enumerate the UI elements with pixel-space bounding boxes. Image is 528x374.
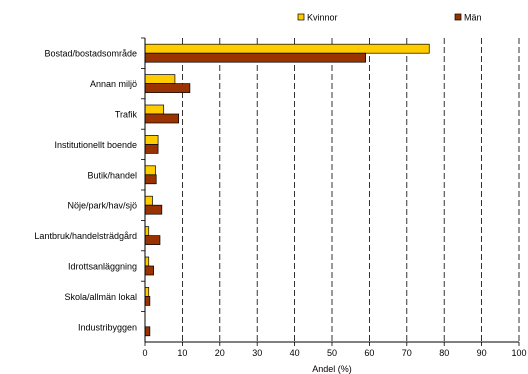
bar-man	[144, 326, 151, 337]
category-label: Lantbruk/handelsträdgård	[34, 231, 137, 241]
bar-man	[144, 83, 191, 93]
bar-kvinnor	[144, 74, 176, 84]
bar-kvinnor	[144, 256, 150, 267]
legend: Kvinnor Män	[297, 13, 482, 23]
category-label: Institutionellt boende	[54, 140, 137, 150]
bar-man	[144, 144, 159, 154]
x-axis-title: Andel (%)	[312, 364, 352, 374]
bar-man	[144, 204, 163, 215]
bar-kvinnor	[144, 104, 165, 115]
x-tick-label: 90	[477, 348, 487, 358]
x-tick-label: 40	[290, 348, 300, 358]
bar-kvinnor	[144, 287, 150, 297]
bar-man	[144, 113, 180, 124]
bar-man	[144, 52, 367, 63]
category-label: Bostad/bostadsområde	[44, 49, 137, 59]
x-tick-label: 20	[215, 348, 225, 358]
bar-man	[144, 296, 151, 306]
x-tick-label: 80	[439, 348, 449, 358]
bar-kvinnor	[144, 195, 153, 206]
legend-label: Kvinnor	[307, 13, 338, 23]
category-label: Annan miljö	[90, 79, 137, 89]
gridlines	[181, 38, 520, 342]
legend-swatch	[454, 13, 462, 21]
category-label: Trafik	[115, 110, 138, 120]
legend-label: Män	[464, 13, 482, 23]
x-tick-label: 0	[142, 348, 147, 358]
axes	[141, 37, 520, 346]
bar-kvinnor	[144, 226, 150, 236]
bar-kvinnor	[144, 43, 430, 54]
x-tick-label: 60	[364, 348, 374, 358]
bars	[144, 43, 430, 337]
category-label: Skola/allmän lokal	[64, 292, 137, 302]
category-label: Industribyggen	[78, 322, 137, 332]
category-label: Nöje/park/hav/sjö	[67, 201, 137, 211]
x-tick-label: 100	[511, 348, 526, 358]
x-tick-label: 70	[402, 348, 412, 358]
tick-labels: 0 10 20 30 40 50 60 70 80 90 100	[142, 348, 526, 358]
x-tick-label: 30	[252, 348, 262, 358]
x-tick-label: 10	[177, 348, 187, 358]
category-label: Idrottsanläggning	[68, 262, 137, 272]
bar-kvinnor	[144, 165, 156, 176]
bar-man	[144, 174, 157, 185]
category-label: Butik/handel	[87, 170, 137, 180]
legend-swatch	[297, 13, 305, 21]
bar-man	[144, 235, 161, 245]
bar-man	[144, 265, 154, 276]
category-labels: Bostad/bostadsområde Annan miljö Trafik Ins…	[34, 49, 137, 333]
bar-kvinnor	[144, 135, 159, 145]
x-tick-label: 50	[327, 348, 337, 358]
